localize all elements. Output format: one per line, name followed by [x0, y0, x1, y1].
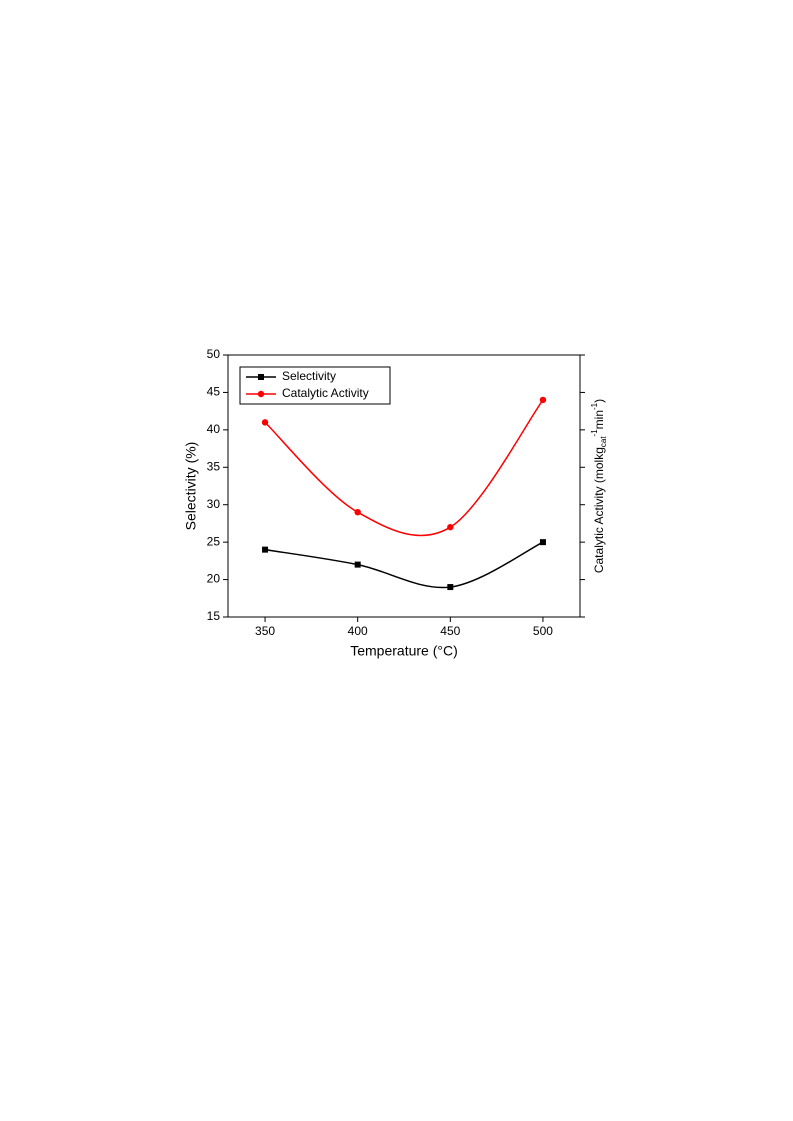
y-axis-title: Selectivity (%)	[183, 442, 199, 531]
y2-title-sub: cat	[599, 436, 608, 447]
y2-title-part: )	[592, 399, 606, 403]
series-line	[264, 541, 544, 589]
y-tick-label: 35	[207, 459, 221, 473]
y-tick-label: 45	[207, 385, 221, 399]
point	[261, 419, 269, 426]
point	[539, 539, 546, 546]
y-tick-label: 20	[207, 572, 221, 586]
plot-frame	[227, 354, 581, 618]
x-tick-label: 350	[255, 624, 275, 638]
y2-title-sup: -1	[590, 429, 599, 437]
y-tick-label: 50	[207, 347, 221, 361]
series-line	[264, 399, 544, 537]
point	[354, 561, 361, 568]
y-tick-label: 30	[207, 497, 221, 511]
point	[539, 396, 547, 404]
legend-box	[239, 366, 391, 405]
y2-title-part: Catalytic Activity (molkg	[592, 447, 606, 573]
legend-marker	[258, 374, 264, 380]
x-tick-label: 400	[348, 624, 368, 638]
y2-title-part: min	[592, 410, 606, 429]
x-tick-label: 450	[440, 624, 460, 638]
y-tick-label: 15	[207, 609, 221, 623]
point	[354, 509, 361, 516]
y2-axis-title: Catalytic Activity (molkgcat-1min-1)	[590, 399, 608, 573]
x-axis-title: Temperature (°C)	[350, 643, 458, 659]
y-tick-label: 25	[207, 534, 221, 548]
y-tick-label: 40	[207, 422, 221, 436]
x-tick-label: 500	[533, 624, 553, 638]
y2-title-sup: -1	[590, 402, 599, 410]
legend-label: Catalytic Activity	[282, 386, 369, 400]
point	[447, 523, 454, 531]
legend-marker	[257, 390, 265, 398]
point	[262, 546, 269, 553]
legend-label: Selectivity	[282, 369, 336, 383]
point	[447, 584, 454, 591]
